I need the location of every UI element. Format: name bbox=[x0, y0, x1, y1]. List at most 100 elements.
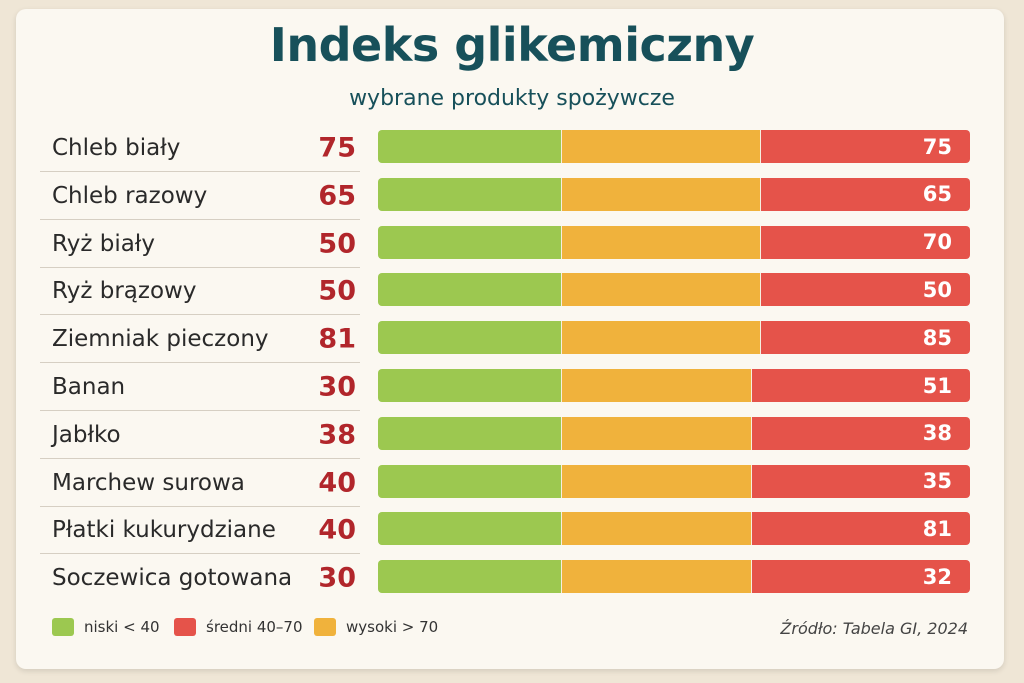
bar-segment-mid bbox=[560, 512, 751, 546]
bar-segment-low bbox=[378, 225, 561, 259]
gi-bar: 85 bbox=[378, 321, 970, 355]
bar-segment-mid bbox=[560, 369, 751, 402]
bar-segment-mid bbox=[560, 321, 760, 355]
gi-bar: 32 bbox=[378, 560, 970, 594]
legend-label-low: niski < 40 bbox=[84, 618, 160, 636]
gi-value: 50 bbox=[318, 275, 356, 307]
bar-segment-high: 32 bbox=[750, 560, 970, 594]
bar-segment-mid bbox=[560, 416, 751, 450]
chart-row: Banan 30 51 bbox=[40, 363, 980, 411]
chart-row: Jabłko 38 38 bbox=[40, 411, 980, 459]
bar-segment-low bbox=[378, 512, 561, 546]
gi-bar: 70 bbox=[378, 225, 970, 259]
legend-label-high: wysoki > 70 bbox=[346, 618, 439, 636]
chart-subtitle: wybrane produkty spożywcze bbox=[349, 86, 675, 111]
bar-segment-mid bbox=[560, 273, 760, 307]
legend-item-low: niski < 40 bbox=[52, 618, 160, 636]
legend-swatch-high bbox=[314, 618, 336, 636]
row-divider bbox=[40, 362, 360, 364]
row-divider bbox=[40, 218, 360, 220]
bar-segment-low bbox=[378, 369, 561, 402]
bar-value-label: 70 bbox=[922, 230, 952, 255]
bar-segment-low bbox=[378, 177, 561, 211]
bar-segment-low bbox=[378, 416, 561, 450]
row-divider bbox=[40, 505, 360, 507]
bar-segment-high: 35 bbox=[750, 464, 970, 498]
bar-value-label: 35 bbox=[922, 469, 952, 494]
chart-row: Soczewica gotowana 30 32 bbox=[40, 554, 980, 602]
gi-value: 40 bbox=[318, 467, 356, 499]
category-label: Ryż biały bbox=[52, 230, 155, 257]
bar-segment-mid bbox=[560, 177, 760, 211]
bar-segment-high: 65 bbox=[759, 177, 970, 211]
chart-row: Ryż brązowy 50 50 bbox=[40, 267, 980, 316]
chart-row: Płatki kukurydziane 40 81 bbox=[40, 506, 980, 555]
gi-value: 75 bbox=[318, 132, 356, 164]
gi-value: 38 bbox=[318, 419, 356, 451]
gi-bar: 35 bbox=[378, 464, 970, 498]
bar-value-label: 32 bbox=[922, 564, 952, 589]
bar-segment-high: 70 bbox=[759, 225, 970, 259]
bar-value-label: 85 bbox=[922, 325, 952, 350]
row-divider bbox=[40, 266, 360, 268]
chart-row: Chleb razowy 65 65 bbox=[40, 172, 980, 220]
bar-segment-low bbox=[378, 130, 561, 163]
gi-value: 40 bbox=[318, 514, 356, 546]
bar-segment-high: 75 bbox=[759, 130, 970, 163]
gi-value: 50 bbox=[318, 228, 356, 260]
gi-bar: 38 bbox=[378, 416, 970, 450]
bar-segment-mid bbox=[560, 560, 751, 594]
legend-item-mid: średni 40–70 bbox=[174, 618, 303, 636]
legend-swatch-low bbox=[52, 618, 74, 636]
legend-swatch-mid bbox=[174, 618, 196, 636]
gi-value: 81 bbox=[318, 323, 356, 355]
bar-segment-high: 51 bbox=[750, 369, 970, 402]
bar-value-label: 38 bbox=[922, 421, 952, 446]
bar-segment-mid bbox=[560, 225, 760, 259]
bar-value-label: 75 bbox=[922, 134, 952, 159]
gi-value: 30 bbox=[318, 562, 356, 594]
category-label: Ziemniak pieczony bbox=[52, 326, 269, 353]
bar-value-label: 50 bbox=[922, 277, 952, 302]
gi-bar: 81 bbox=[378, 512, 970, 546]
chart-row: Marchew surowa 40 35 bbox=[40, 459, 980, 507]
gi-bar: 65 bbox=[378, 177, 970, 211]
category-label: Marchew surowa bbox=[52, 469, 245, 496]
bar-segment-mid bbox=[560, 130, 760, 163]
category-label: Chleb razowy bbox=[52, 182, 208, 209]
gi-bar: 50 bbox=[378, 273, 970, 307]
row-divider bbox=[40, 314, 360, 316]
source-note: Źródło: Tabela GI, 2024 bbox=[780, 619, 968, 638]
chart-row: Ziemniak pieczony 81 85 bbox=[40, 315, 980, 364]
row-divider bbox=[40, 410, 360, 411]
gi-value: 30 bbox=[318, 371, 356, 403]
category-label: Płatki kukurydziane bbox=[52, 517, 276, 544]
gi-value: 65 bbox=[318, 180, 356, 212]
bar-segment-low bbox=[378, 273, 561, 307]
bar-segment-high: 81 bbox=[750, 512, 970, 546]
bar-value-label: 65 bbox=[922, 182, 952, 207]
category-label: Banan bbox=[52, 374, 126, 400]
category-label: Soczewica gotowana bbox=[52, 565, 293, 592]
bar-value-label: 81 bbox=[922, 516, 952, 541]
category-label: Ryż brązowy bbox=[52, 278, 197, 305]
gi-bar: 75 bbox=[378, 130, 970, 163]
legend-item-high: wysoki > 70 bbox=[314, 618, 438, 636]
bar-value-label: 51 bbox=[922, 373, 952, 398]
bar-segment-low bbox=[378, 464, 561, 498]
row-divider bbox=[40, 171, 360, 172]
legend-label-mid: średni 40–70 bbox=[206, 618, 303, 636]
bar-segment-low bbox=[378, 321, 561, 355]
bar-segment-mid bbox=[560, 464, 751, 498]
row-divider bbox=[40, 553, 360, 555]
gi-bar: 51 bbox=[378, 369, 970, 402]
bar-segment-high: 38 bbox=[750, 416, 970, 450]
category-label: Chleb biały bbox=[52, 135, 181, 161]
bar-segment-low bbox=[378, 560, 561, 594]
bar-segment-high: 50 bbox=[759, 273, 970, 307]
bar-segment-high: 85 bbox=[759, 321, 970, 355]
chart-row: Ryż biały 50 70 bbox=[40, 220, 980, 268]
chart-row: Chleb biały 75 75 bbox=[40, 124, 980, 172]
category-label: Jabłko bbox=[52, 421, 121, 448]
row-divider bbox=[40, 457, 360, 459]
